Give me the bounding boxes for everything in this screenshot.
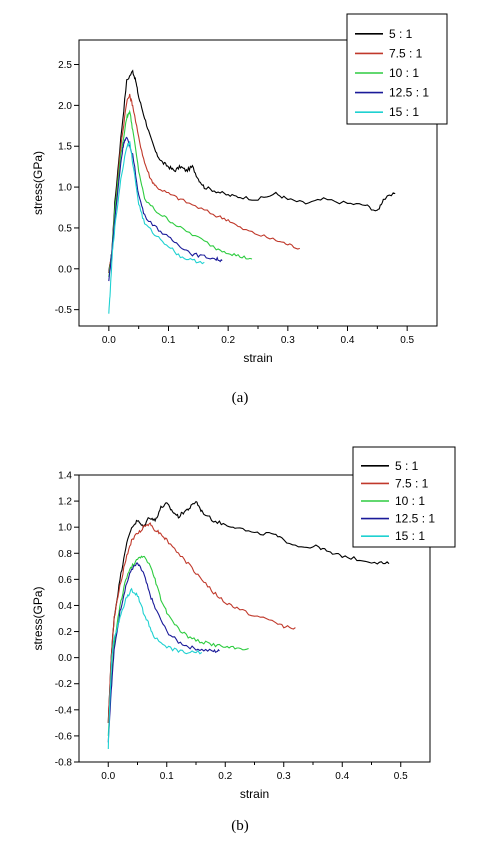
panel-caption: (b) xyxy=(231,818,249,834)
legend-label: 12.5 : 1 xyxy=(389,86,429,100)
x-tick-label: 0.5 xyxy=(400,335,414,346)
y-tick-label: -0.8 xyxy=(55,758,73,769)
y-tick-label: 1.5 xyxy=(58,142,72,153)
x-tick-label: 0.2 xyxy=(218,771,232,782)
y-tick-label: 1.2 xyxy=(58,497,72,508)
x-tick-label: 0.1 xyxy=(162,335,176,346)
x-tick-label: 0.4 xyxy=(341,335,355,346)
series-line-1 xyxy=(107,522,296,723)
x-tick-label: 0.1 xyxy=(160,771,174,782)
y-axis-label: stress(GPa) xyxy=(31,586,45,650)
series-line-3 xyxy=(108,136,223,282)
legend-label: 15 : 1 xyxy=(389,105,419,119)
panel-caption: (a) xyxy=(232,390,249,406)
x-tick-label: 0.4 xyxy=(335,771,349,782)
y-tick-label: -0.4 xyxy=(55,705,73,716)
legend-label: 7.5 : 1 xyxy=(395,476,429,490)
legend-box xyxy=(346,13,448,125)
legend-label: 10 : 1 xyxy=(389,66,419,80)
series-line-4 xyxy=(108,141,205,314)
legend-label: 10 : 1 xyxy=(395,494,425,508)
y-tick-label: -0.5 xyxy=(55,305,73,316)
legend-label: 5 : 1 xyxy=(395,459,419,473)
series-line-1 xyxy=(108,93,300,274)
legend-label: 7.5 : 1 xyxy=(389,46,423,60)
x-tick-label: 0.0 xyxy=(101,771,115,782)
y-tick-label: 0.0 xyxy=(58,653,72,664)
x-axis-label: strain xyxy=(240,787,269,801)
y-axis-label: stress(GPa) xyxy=(31,151,45,215)
series-line-2 xyxy=(107,555,249,736)
y-tick-label: 0.2 xyxy=(58,627,72,638)
y-tick-label: 0.8 xyxy=(58,549,72,560)
legend-label: 12.5 : 1 xyxy=(395,512,435,526)
y-tick-label: 2.0 xyxy=(58,101,72,112)
legend-label: 5 : 1 xyxy=(389,27,413,41)
y-tick-label: -0.6 xyxy=(55,731,73,742)
series-line-0 xyxy=(107,500,390,723)
y-tick-label: 1.4 xyxy=(58,471,72,482)
x-tick-label: 0.2 xyxy=(221,335,235,346)
y-tick-label: 0.5 xyxy=(58,223,72,234)
chart-panel-1: 0.0 0.1 0.2 0.3 0.4 0.5 -0.8 -0.6 -0.4 -0.2 0.0 0.2… xyxy=(31,446,456,834)
x-tick-label: 0.3 xyxy=(277,771,291,782)
x-axis-label: strain xyxy=(243,351,272,365)
x-tick-label: 0.3 xyxy=(281,335,295,346)
legend-label: 15 : 1 xyxy=(395,529,425,543)
y-tick-label: 2.5 xyxy=(58,60,72,71)
x-tick-label: 0.0 xyxy=(102,335,116,346)
series-line-2 xyxy=(108,109,253,278)
chart-panel-0: 0.0 0.1 0.2 0.3 0.4 0.5 -0.5 0.0 0.5 1.0 1.5 2.0 2.5… xyxy=(31,13,448,406)
y-tick-label: 0.6 xyxy=(58,575,72,586)
series-line-0 xyxy=(108,69,396,273)
series-line-4 xyxy=(107,587,203,750)
legend-box xyxy=(352,446,456,548)
y-tick-label: 0.4 xyxy=(58,601,72,612)
x-tick-label: 0.5 xyxy=(394,771,408,782)
series-line-3 xyxy=(107,562,220,743)
y-tick-label: 1.0 xyxy=(58,183,72,194)
y-tick-label: 1.0 xyxy=(58,523,72,534)
y-tick-label: -0.2 xyxy=(55,679,73,690)
y-tick-label: 0.0 xyxy=(58,264,72,275)
